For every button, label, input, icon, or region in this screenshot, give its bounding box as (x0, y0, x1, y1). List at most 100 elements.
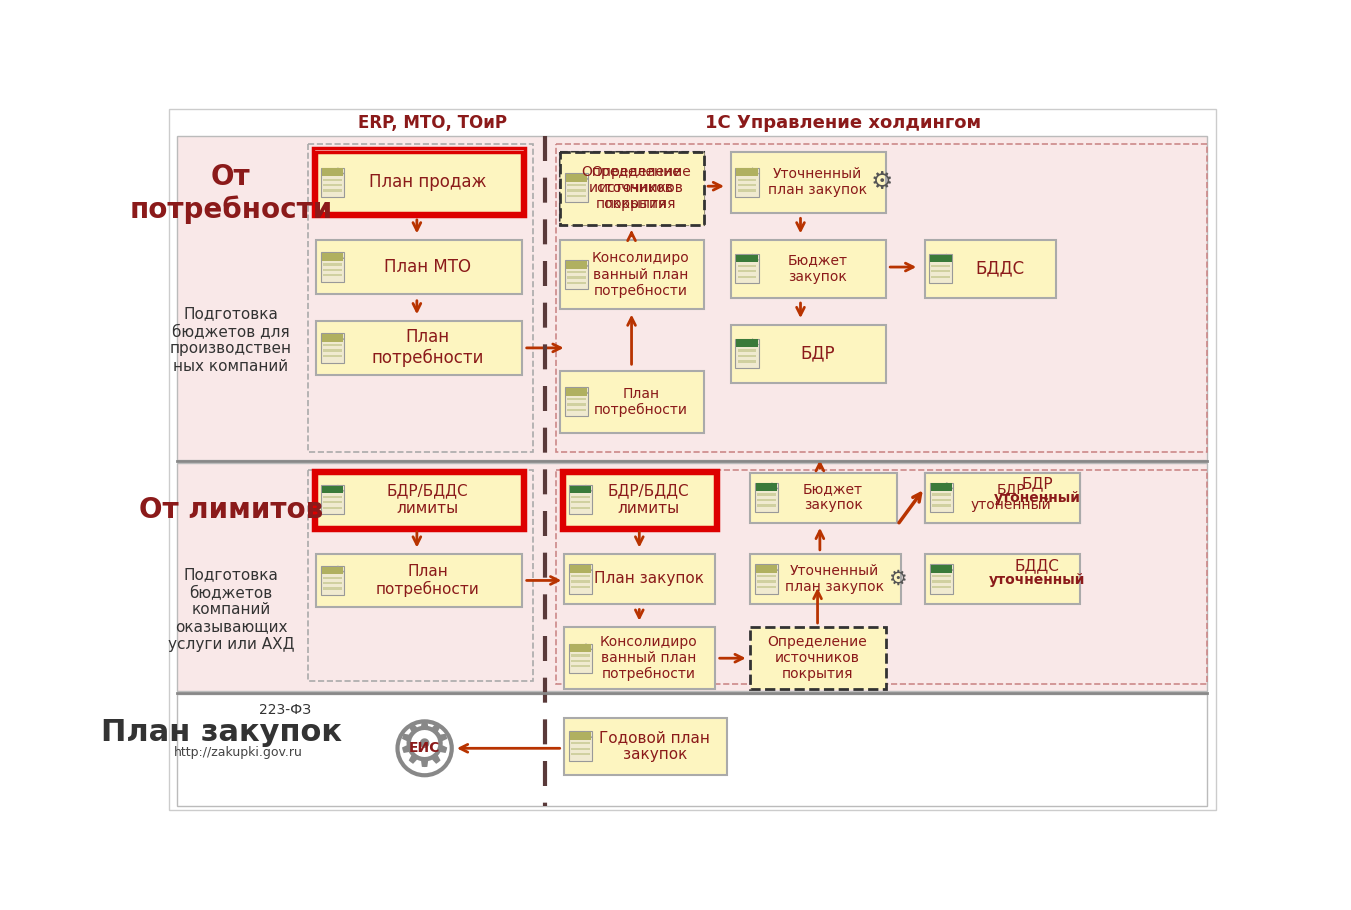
Bar (323, 184, 342, 187)
Bar (735, 254, 759, 283)
Bar (323, 268, 342, 271)
Bar (569, 564, 592, 593)
Bar (932, 504, 951, 507)
Polygon shape (582, 260, 588, 267)
Text: План продаж: План продаж (369, 173, 486, 191)
Text: План
потребности: План потребности (376, 563, 480, 597)
Bar (567, 403, 586, 406)
Bar (931, 276, 950, 278)
Bar (735, 167, 759, 197)
Bar (320, 566, 345, 595)
Bar (313, 148, 524, 217)
Bar (738, 349, 757, 352)
Bar (567, 195, 586, 197)
Text: Определение
источников
покрытия: Определение источников покрытия (767, 635, 867, 682)
Polygon shape (582, 173, 588, 179)
Text: ⚙: ⚙ (870, 170, 893, 195)
Bar (565, 627, 715, 689)
Bar (567, 398, 586, 400)
Bar (924, 240, 1056, 298)
Text: Подготовка
бюджетов
компаний
оказывающих
услуги или АХД: Подготовка бюджетов компаний оказывающих… (168, 568, 295, 652)
Bar (570, 486, 592, 493)
Bar (323, 577, 342, 579)
Bar (561, 152, 704, 225)
Bar (571, 575, 589, 577)
Text: утоненный: утоненный (993, 491, 1081, 505)
Text: БДР: БДР (800, 344, 835, 362)
Bar (177, 463, 1208, 691)
Bar (738, 355, 757, 357)
Text: План МТО: План МТО (384, 258, 471, 276)
Bar (932, 586, 951, 588)
Text: Годовой план
закупок: Годовой план закупок (600, 730, 711, 763)
Bar (931, 504, 950, 507)
Bar (571, 665, 589, 667)
Bar (322, 334, 343, 342)
Polygon shape (338, 252, 345, 258)
Bar (571, 660, 589, 662)
Bar (316, 554, 521, 607)
Bar (571, 507, 589, 509)
Bar (567, 409, 586, 411)
Bar (308, 144, 534, 452)
Bar (571, 586, 589, 588)
Text: БДДС: БДДС (1015, 559, 1059, 573)
Bar (570, 733, 592, 740)
Bar (570, 644, 592, 652)
Text: Определение
источников
покрытия: Определение источников покрытия (590, 165, 690, 211)
Text: План
потребности: План потребности (372, 329, 484, 368)
Bar (570, 565, 592, 572)
Bar (320, 167, 345, 197)
Polygon shape (338, 167, 345, 174)
Bar (735, 339, 759, 368)
Polygon shape (947, 564, 954, 571)
Bar (924, 554, 1079, 604)
Text: Определение
источников
покрытия: Определение источников покрытия (582, 165, 681, 211)
Text: БДР: БДР (1021, 477, 1052, 491)
Bar (757, 493, 775, 496)
Bar (932, 581, 951, 582)
Bar (736, 168, 758, 177)
Text: Бюджет
закупок: Бюджет закупок (788, 254, 847, 284)
Bar (569, 485, 592, 514)
Bar (177, 694, 1208, 806)
Bar (929, 482, 954, 512)
Bar (931, 565, 952, 572)
Bar (561, 152, 704, 225)
Bar (313, 470, 524, 530)
Text: БДР/БДДС
лимиты: БДР/БДДС лимиты (386, 483, 469, 516)
Bar (757, 581, 775, 582)
Bar (738, 270, 757, 272)
Text: http://zakupki.gov.ru: http://zakupki.gov.ru (174, 745, 303, 759)
Polygon shape (582, 387, 588, 393)
Bar (561, 470, 719, 530)
Bar (931, 483, 952, 491)
Polygon shape (586, 485, 592, 491)
Bar (567, 189, 586, 192)
Bar (567, 277, 586, 278)
Bar (932, 493, 951, 496)
Bar (323, 189, 342, 192)
Bar (736, 339, 758, 347)
Bar (929, 564, 954, 593)
Bar (757, 575, 775, 577)
Polygon shape (338, 333, 345, 339)
Bar (931, 270, 950, 272)
Bar (308, 470, 534, 682)
Bar (755, 565, 777, 572)
Text: План закупок: План закупок (101, 718, 342, 747)
Bar (323, 587, 342, 590)
Bar (571, 581, 589, 582)
Bar (931, 493, 950, 496)
Text: Консолидиро
ванный план
потребности: Консолидиро ванный план потребности (592, 251, 690, 298)
Bar (929, 482, 952, 512)
Bar (323, 582, 342, 584)
Bar (738, 276, 757, 278)
Bar (565, 173, 588, 202)
Bar (571, 501, 589, 503)
Bar (929, 483, 951, 491)
Bar (738, 189, 757, 192)
Bar (755, 483, 777, 491)
Bar (931, 499, 950, 501)
Bar (932, 499, 951, 501)
